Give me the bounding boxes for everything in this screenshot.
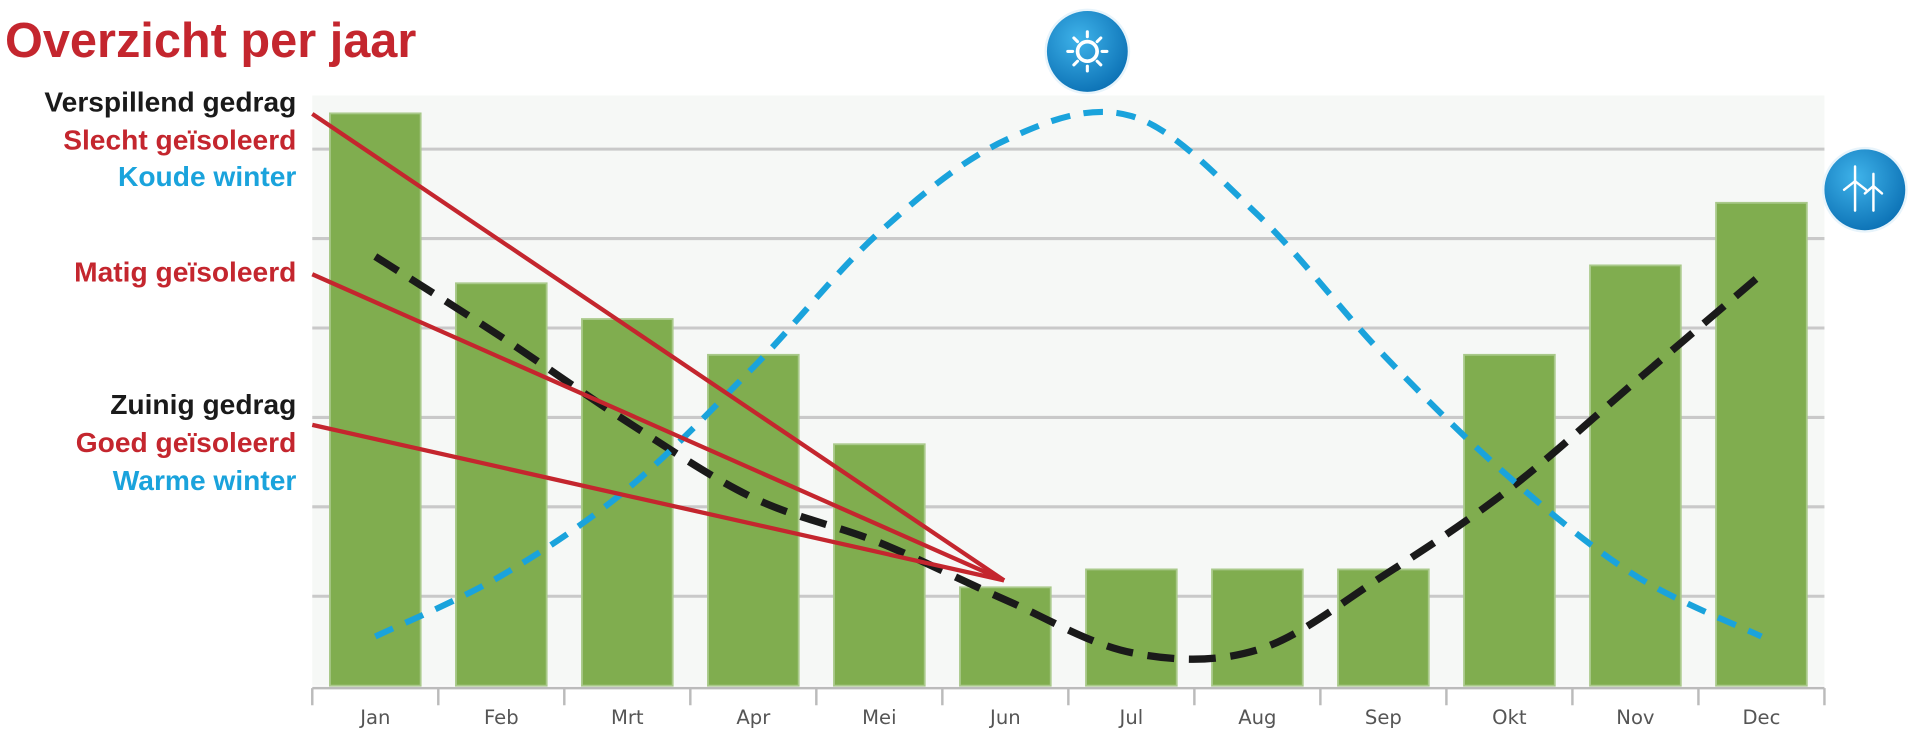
x-tick-label: Okt xyxy=(1492,706,1527,729)
x-tick-label: Jun xyxy=(988,706,1021,729)
pointer-line xyxy=(311,272,1005,583)
x-tick-label: Aug xyxy=(1238,706,1276,729)
annotation: Warme winter xyxy=(113,465,297,496)
bar xyxy=(329,112,422,687)
trend-line xyxy=(373,108,1763,640)
lines xyxy=(373,108,1764,663)
bar xyxy=(1715,201,1808,687)
x-tick-label: Mrt xyxy=(611,706,644,729)
annotation: Koude winter xyxy=(118,161,296,192)
bar xyxy=(1085,568,1178,687)
annotation: Slecht geïsoleerd xyxy=(63,124,296,155)
annotation-lines xyxy=(311,112,1006,583)
annotation: Verspillend gedrag xyxy=(44,87,296,118)
bar xyxy=(1211,568,1304,687)
sun-icon xyxy=(1044,8,1131,95)
annotation: Zuinig gedrag xyxy=(110,389,296,420)
annotation: Goed geïsoleerd xyxy=(76,427,297,458)
bar xyxy=(1337,568,1430,687)
bar xyxy=(1463,353,1556,687)
annotations: Verspillend gedrag Slecht geïsoleerd Koude… xyxy=(44,87,296,496)
bars xyxy=(329,112,1808,687)
bar xyxy=(833,443,926,687)
plot-area xyxy=(312,95,1825,686)
bar xyxy=(455,282,548,687)
pointer-line xyxy=(311,422,1005,583)
x-tick-label: Jul xyxy=(1118,706,1144,729)
x-tick-label: Sep xyxy=(1365,706,1402,729)
x-tick-label: Jan xyxy=(358,706,390,729)
chart-title: Overzicht per jaar xyxy=(5,14,416,68)
annotation: Matig geïsoleerd xyxy=(74,257,296,288)
grid xyxy=(312,147,1825,598)
x-axis: Jan Feb Mrt Apr Mei Jun Jul Aug Sep Okt Nov Dec xyxy=(311,686,1826,729)
trend-line xyxy=(373,253,1764,663)
wind-icon xyxy=(1821,146,1908,233)
x-tick-label: Nov xyxy=(1616,706,1654,729)
bar xyxy=(707,353,800,687)
x-tick-label: Mei xyxy=(862,706,896,729)
bar xyxy=(1589,264,1682,687)
x-tick-label: Feb xyxy=(484,706,519,729)
x-tick-label: Apr xyxy=(736,706,771,729)
pointer-line xyxy=(311,112,1006,583)
x-tick-label: Dec xyxy=(1742,706,1780,729)
